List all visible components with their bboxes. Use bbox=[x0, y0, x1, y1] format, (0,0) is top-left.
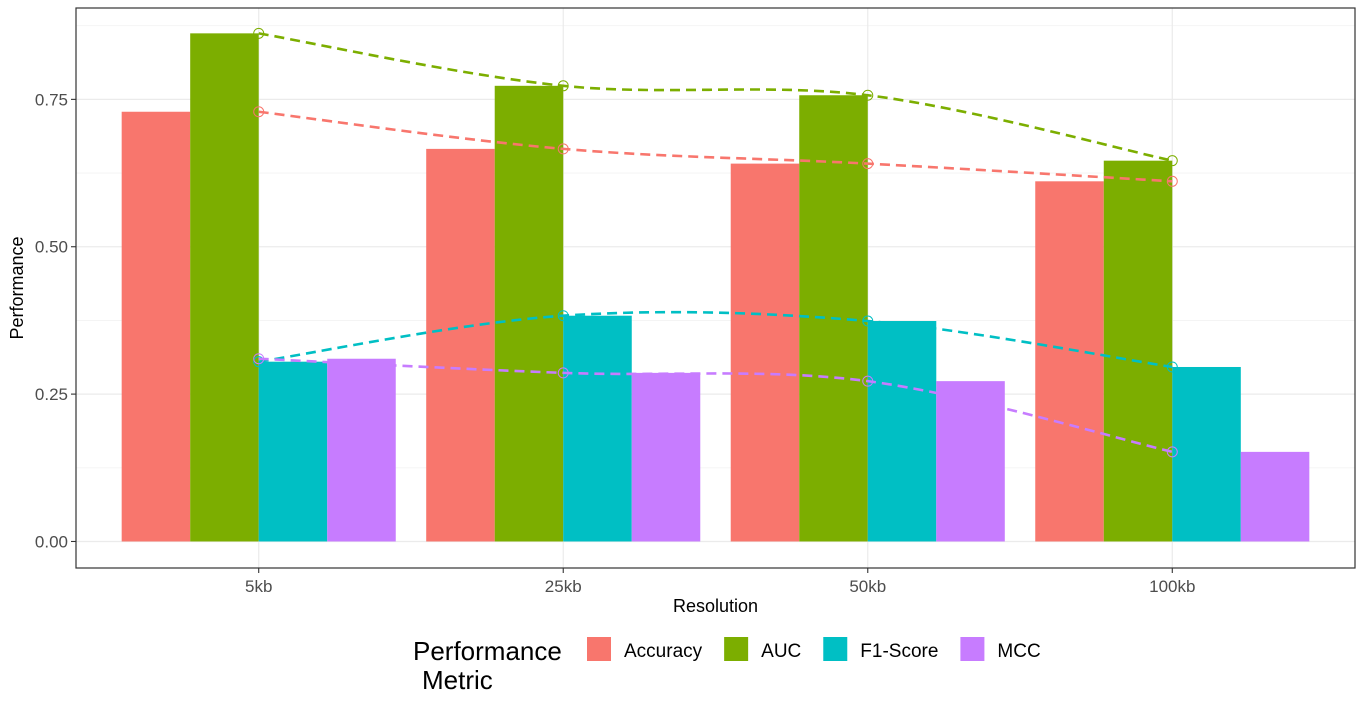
bar-mcc-25kb bbox=[631, 372, 701, 542]
bar-f1-score-25kb bbox=[563, 315, 632, 542]
bar-auc-25kb bbox=[494, 85, 564, 542]
point-f1-score-100kb bbox=[1166, 361, 1178, 373]
x-axis: 5kb 25kb 50kb 100kb bbox=[245, 568, 1195, 596]
point-mcc-50kb bbox=[862, 375, 874, 387]
plot-panel-border bbox=[75, 7, 1356, 569]
point-f1-score-50kb bbox=[862, 315, 874, 327]
point-f1-score-25kb bbox=[557, 310, 569, 322]
bar-accuracy-100kb bbox=[1035, 181, 1104, 542]
bar-auc-100kb bbox=[1103, 160, 1173, 542]
legend-swatch-mcc bbox=[960, 637, 985, 661]
bar-f1-score-100kb bbox=[1172, 366, 1241, 542]
bar-auc-5kb bbox=[190, 33, 259, 542]
point-accuracy-5kb bbox=[253, 106, 265, 118]
point-accuracy-100kb bbox=[1166, 175, 1178, 187]
point-accuracy-50kb bbox=[862, 158, 874, 170]
point-auc-50kb bbox=[862, 89, 874, 101]
y-tick-label: 0.25 bbox=[35, 385, 68, 404]
trend-lines bbox=[253, 27, 1178, 458]
legend-swatch-f1-score bbox=[823, 637, 848, 661]
legend-label-accuracy: Accuracy bbox=[624, 641, 703, 662]
y-tick-label: 0.50 bbox=[35, 238, 68, 257]
legend-title-line-2: Metric bbox=[422, 665, 493, 695]
bar-accuracy-25kb bbox=[426, 148, 495, 542]
y-tick-label: 0.00 bbox=[35, 532, 68, 551]
point-mcc-100kb bbox=[1166, 446, 1178, 458]
x-axis-title: Resolution bbox=[673, 596, 758, 616]
legend-title-line-1: Performance bbox=[413, 636, 562, 666]
x-tick-label: 5kb bbox=[245, 577, 272, 596]
legend-items: Accuracy AUC F1-Score MCC bbox=[587, 637, 1041, 662]
trend-line-accuracy bbox=[258, 110, 1173, 183]
x-tick-label: 100kb bbox=[1149, 577, 1195, 596]
y-tick-label: 0.75 bbox=[35, 90, 68, 109]
bar-mcc-100kb bbox=[1240, 451, 1310, 542]
legend-title: Performance Metric bbox=[413, 636, 569, 695]
legend-swatch-accuracy bbox=[587, 637, 611, 661]
point-mcc-5kb bbox=[253, 353, 265, 365]
point-mcc-25kb bbox=[557, 367, 569, 379]
bar-mcc-5kb bbox=[327, 358, 396, 542]
trend-line-mcc bbox=[258, 357, 1173, 454]
bar-mcc-50kb bbox=[936, 381, 1005, 542]
point-auc-5kb bbox=[253, 27, 265, 39]
point-accuracy-25kb bbox=[557, 143, 569, 155]
trend-line-auc bbox=[258, 32, 1173, 162]
x-tick-label: 50kb bbox=[849, 577, 886, 596]
point-f1-score-5kb bbox=[253, 356, 265, 368]
bar-accuracy-50kb bbox=[730, 163, 800, 542]
trend-line-f1-score bbox=[258, 310, 1173, 369]
legend-swatch-auc bbox=[724, 637, 749, 661]
point-auc-25kb bbox=[557, 80, 569, 92]
point-auc-100kb bbox=[1166, 155, 1178, 167]
legend-label-f1-score: F1-Score bbox=[860, 641, 938, 662]
bar-f1-score-50kb bbox=[867, 321, 937, 542]
y-axis-title: Performance bbox=[7, 236, 27, 339]
legend-label-auc: AUC bbox=[761, 641, 801, 662]
x-tick-label: 25kb bbox=[545, 577, 582, 596]
bar-accuracy-5kb bbox=[121, 111, 191, 542]
bars bbox=[121, 33, 1310, 542]
legend-label-mcc: MCC bbox=[997, 641, 1040, 662]
bar-f1-score-5kb bbox=[258, 361, 328, 542]
legend: Performance Metric Accuracy AUC F1-Score MC… bbox=[413, 636, 1041, 695]
y-axis: 0.00 0.25 0.50 0.75 bbox=[35, 90, 76, 551]
